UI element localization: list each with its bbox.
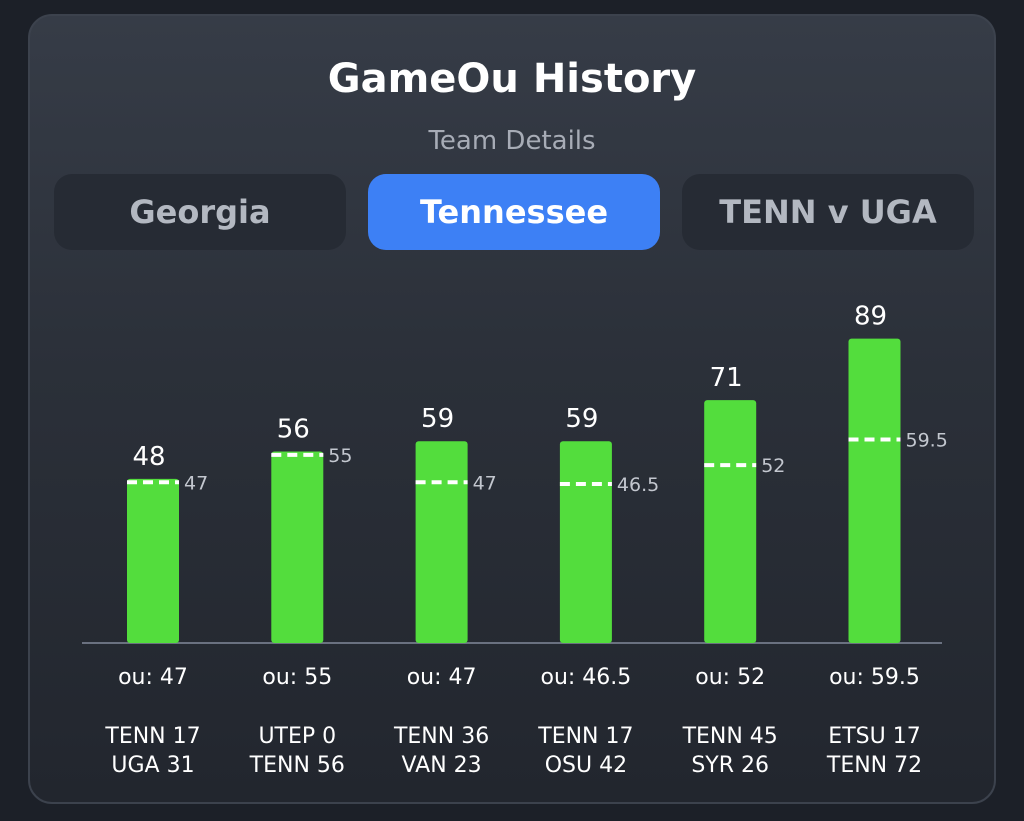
game-score-line-2: SYR 26 (691, 753, 769, 778)
bar-value-label: 59 (565, 404, 598, 434)
bar (415, 441, 468, 643)
bar-value-label: 48 (132, 442, 165, 472)
bar (271, 451, 324, 643)
ou-caption: ou: 47 (118, 665, 188, 690)
tab-georgia[interactable]: Georgia (54, 174, 346, 250)
game-score-line-2: UGA 31 (111, 753, 194, 778)
ou-line-label: 55 (328, 445, 352, 467)
ou-caption: ou: 59.5 (829, 665, 920, 690)
tab-tennessee[interactable]: Tennessee (368, 174, 660, 250)
game-score-line-1: ETSU 17 (828, 724, 920, 749)
bar-value-label: 56 (277, 414, 310, 444)
game-score-line-1: TENN 17 (537, 724, 633, 749)
bar (848, 338, 901, 643)
bar-value-label: 89 (854, 302, 887, 332)
game-score-line-2: TENN 56 (249, 753, 345, 778)
tab-tenn-v-uga[interactable]: TENN v UGA (682, 174, 974, 250)
bar-value-label: 71 (710, 363, 743, 393)
ou-history-card: GameOu History Team Details Georgia Tenn… (28, 14, 996, 804)
ou-line-label: 47 (473, 472, 497, 494)
game-score-line-1: TENN 36 (393, 724, 489, 749)
page-title: GameOu History (327, 56, 697, 102)
game-score-line-2: VAN 23 (402, 753, 482, 778)
bar (559, 441, 612, 643)
ou-line-label: 47 (184, 472, 208, 494)
ou-line-label: 59.5 (906, 430, 948, 452)
ou-line-label: 46.5 (617, 474, 659, 496)
game-score-line-1: TENN 17 (104, 724, 200, 749)
ou-caption: ou: 52 (695, 665, 765, 690)
bar (704, 400, 757, 643)
ou-caption: ou: 55 (262, 665, 332, 690)
game-score-line-1: TENN 45 (682, 724, 778, 749)
game-score-line-2: TENN 72 (826, 753, 922, 778)
ou-bar-chart: 48 47 ou: 47 TENN 17 UGA 31 56 55 ou: 55 UTEP 0 T… (82, 302, 948, 778)
game-score-line-2: OSU 42 (545, 753, 627, 778)
game-score-line-1: UTEP 0 (258, 724, 336, 749)
ou-caption: ou: 47 (407, 665, 477, 690)
bar (127, 478, 179, 643)
ou-line-label: 52 (761, 455, 785, 477)
page-subtitle: Team Details (428, 126, 596, 156)
bar-value-label: 59 (421, 404, 454, 434)
ou-caption: ou: 46.5 (541, 665, 632, 690)
